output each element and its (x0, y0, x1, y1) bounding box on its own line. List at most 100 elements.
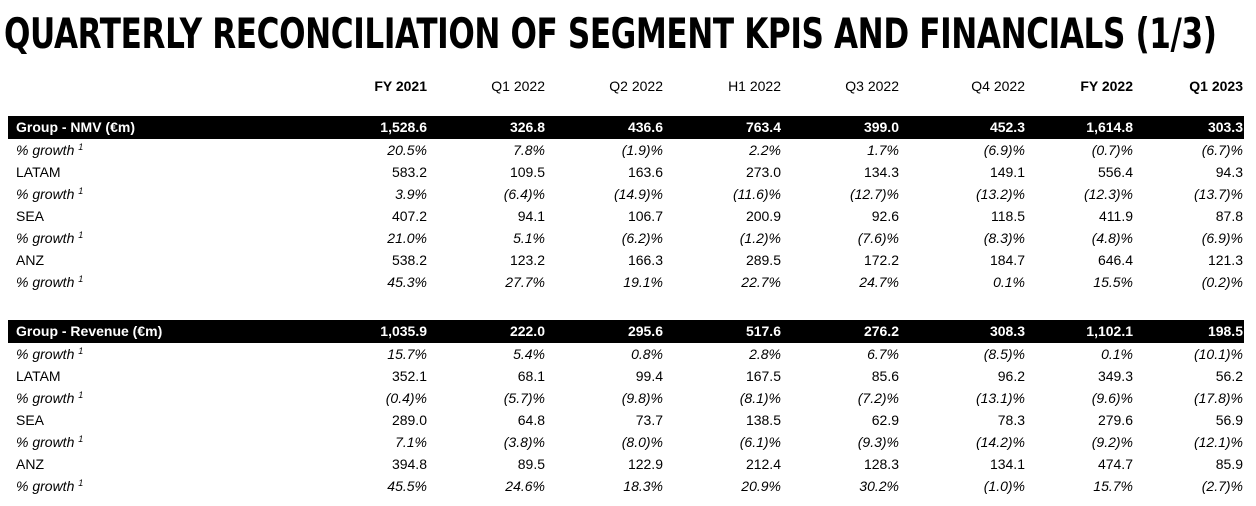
value-cell: 352.1 (391, 368, 427, 384)
value-cell: 92.6 (871, 208, 899, 224)
row-label-text: % growth (16, 142, 75, 158)
row-label-text: % growth (16, 186, 75, 202)
column-header: FY 2022 (1080, 78, 1133, 94)
value-cell: 289.0 (391, 412, 427, 428)
segment-row: ANZ 538.2 123.2 166.3 289.5 172.2 184.7 646.4 12… (8, 249, 1244, 271)
row-label: % growth 1 (16, 387, 83, 409)
value-cell: 45.5% (387, 478, 427, 494)
column-header: Q3 2022 (845, 78, 899, 94)
value-cell: 1,614.8 (1086, 119, 1133, 135)
row-label-text: ANZ (16, 252, 44, 268)
value-cell: 27.7% (505, 274, 545, 290)
value-cell: 517.6 (745, 323, 781, 339)
value-cell: (14.2)% (975, 434, 1025, 450)
row-label: ANZ (16, 249, 44, 271)
value-cell: 118.5 (991, 208, 1025, 224)
value-cell: 212.4 (745, 456, 781, 472)
nmv-section: Group - NMV (€m) 1,528.6 326.8 436.6 763.4 39… (8, 116, 1244, 293)
value-cell: 276.2 (863, 323, 899, 339)
value-cell: 5.1% (513, 230, 545, 246)
value-cell: (9.3)% (857, 434, 899, 450)
value-cell: 123.2 (509, 252, 545, 268)
footnote-marker: 1 (78, 186, 84, 196)
value-cell: 0.8% (631, 346, 663, 362)
value-cell: 19.1% (623, 274, 663, 290)
growth-row: % growth 1 (0.4)% (5.7)% (9.8)% (8.1)% (7.2)%… (8, 387, 1244, 409)
value-cell: 24.6% (505, 478, 545, 494)
row-label-text: LATAM (16, 368, 61, 384)
value-cell: 128.3 (863, 456, 899, 472)
value-cell: 198.5 (1207, 323, 1243, 339)
value-cell: 0.1% (1101, 346, 1133, 362)
value-cell: (1.2)% (739, 230, 781, 246)
value-cell: 96.2 (997, 368, 1025, 384)
value-cell: (6.9)% (983, 142, 1025, 158)
row-label-text: % growth (16, 390, 75, 406)
value-cell: 138.5 (745, 412, 781, 428)
growth-row: % growth 1 45.5% 24.6% 18.3% 20.9% 30.2% (1.0)… (8, 475, 1244, 497)
growth-row: % growth 1 7.1% (3.8)% (8.0)% (6.1)% (9.3)% (1… (8, 431, 1244, 453)
value-cell: (13.7)% (1193, 186, 1243, 202)
value-cell: (7.6)% (857, 230, 899, 246)
value-cell: (9.6)% (1091, 390, 1133, 406)
value-cell: 2.8% (749, 346, 781, 362)
segment-row: LATAM 583.2 109.5 163.6 273.0 134.3 149.1 556.4… (8, 161, 1244, 183)
value-cell: (6.2)% (621, 230, 663, 246)
group-total-row: Group - Revenue (€m) 1,035.9 222.0 295.6 517… (8, 320, 1244, 343)
row-label: Group - Revenue (€m) (16, 320, 162, 343)
value-cell: (0.2)% (1201, 274, 1243, 290)
growth-row: % growth 1 21.0% 5.1% (6.2)% (1.2)% (7.6)% (8.… (8, 227, 1244, 249)
value-cell: (12.7)% (849, 186, 899, 202)
value-cell: 7.1% (395, 434, 427, 450)
value-cell: (9.8)% (621, 390, 663, 406)
value-cell: 85.9 (1215, 456, 1243, 472)
value-cell: 556.4 (1097, 164, 1133, 180)
row-label: % growth 1 (16, 431, 83, 453)
value-cell: 20.9% (741, 478, 781, 494)
value-cell: (17.8)% (1193, 390, 1243, 406)
value-cell: 200.9 (745, 208, 781, 224)
value-cell: 0.1% (993, 274, 1025, 290)
page-title: QUARTERLY RECONCILIATION OF SEGMENT KPIS… (4, 9, 1217, 58)
value-cell: 172.2 (863, 252, 899, 268)
value-cell: 1,035.9 (380, 323, 427, 339)
value-cell: 122.9 (627, 456, 663, 472)
growth-row: % growth 1 15.7% 5.4% 0.8% 2.8% 6.7% (8.5)% 0.1… (8, 343, 1244, 365)
value-cell: (1.0)% (983, 478, 1025, 494)
row-label: SEA (16, 205, 44, 227)
value-cell: (10.1)% (1193, 346, 1243, 362)
value-cell: (6.7)% (1201, 142, 1243, 158)
row-label-text: Group - NMV (€m) (16, 119, 135, 135)
value-cell: 85.6 (871, 368, 899, 384)
value-cell: 279.6 (1097, 412, 1133, 428)
value-cell: 134.1 (989, 456, 1025, 472)
value-cell: 295.6 (627, 323, 663, 339)
segment-row: SEA 289.0 64.8 73.7 138.5 62.9 78.3 279.6 56.9 (8, 409, 1244, 431)
value-cell: 106.7 (627, 208, 663, 224)
segment-row: ANZ 394.8 89.5 122.9 212.4 128.3 134.1 474.7 85.… (8, 453, 1244, 475)
row-label: % growth 1 (16, 475, 83, 497)
value-cell: 73.7 (635, 412, 663, 428)
row-label-text: % growth (16, 346, 75, 362)
value-cell: 149.1 (989, 164, 1025, 180)
footnote-marker: 1 (78, 390, 84, 400)
value-cell: 121.3 (1207, 252, 1243, 268)
footnote-marker: 1 (78, 142, 84, 152)
value-cell: (6.4)% (503, 186, 545, 202)
value-cell: (13.1)% (975, 390, 1025, 406)
value-cell: 436.6 (627, 119, 663, 135)
value-cell: (14.9)% (613, 186, 663, 202)
row-label: % growth 1 (16, 183, 83, 205)
value-cell: 763.4 (745, 119, 781, 135)
value-cell: 184.7 (989, 252, 1025, 268)
value-cell: 452.3 (989, 119, 1025, 135)
row-label: LATAM (16, 365, 61, 387)
value-cell: 411.9 (1099, 208, 1133, 224)
value-cell: 30.2% (859, 478, 899, 494)
value-cell: (3.8)% (503, 434, 545, 450)
value-cell: 646.4 (1097, 252, 1133, 268)
segment-row: LATAM 352.1 68.1 99.4 167.5 85.6 96.2 349.3 56.2 (8, 365, 1244, 387)
value-cell: (13.2)% (975, 186, 1025, 202)
row-label-text: Group - Revenue (€m) (16, 323, 163, 339)
value-cell: 273.0 (745, 164, 781, 180)
